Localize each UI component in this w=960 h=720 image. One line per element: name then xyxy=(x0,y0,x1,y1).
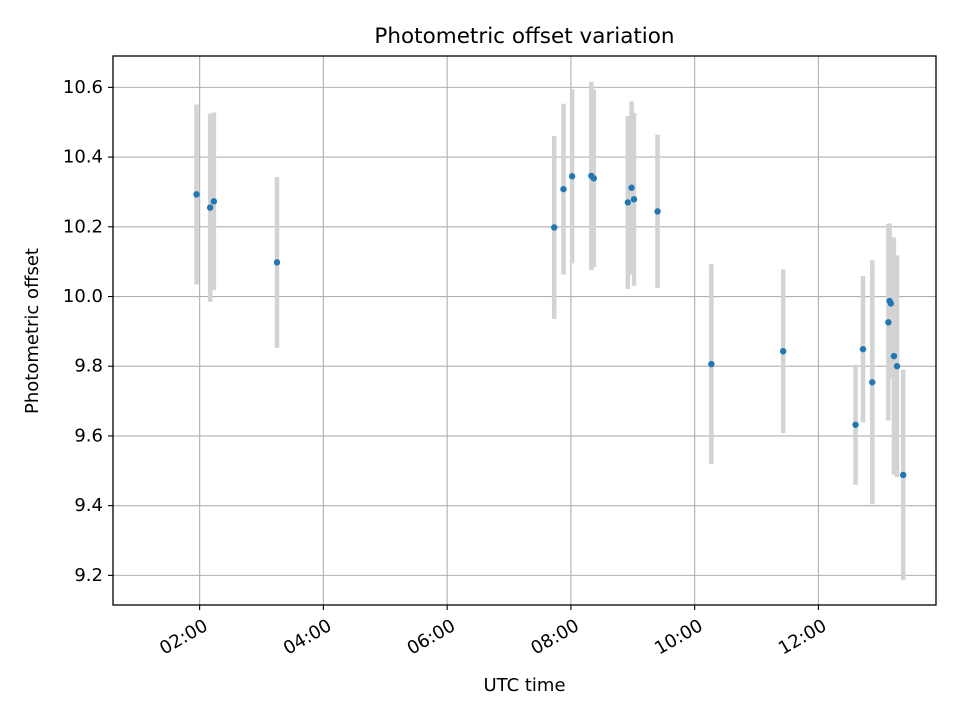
data-point xyxy=(551,224,558,231)
data-point xyxy=(630,196,638,203)
y-tick-label: 10.6 xyxy=(63,77,103,98)
data-point xyxy=(859,345,867,353)
y-tick-label: 10.2 xyxy=(63,216,103,237)
data-point xyxy=(890,352,898,360)
grid-layer xyxy=(113,56,936,605)
y-tick-label: 9.4 xyxy=(74,495,103,516)
chart-title: Photometric offset variation xyxy=(374,24,674,49)
data-point xyxy=(590,175,598,182)
data-point xyxy=(900,471,907,479)
y-tick-label: 9.6 xyxy=(74,425,103,446)
data-point xyxy=(708,360,715,368)
data-point xyxy=(852,421,859,428)
y-tick-label: 10.0 xyxy=(63,286,103,307)
data-point xyxy=(624,199,632,206)
data-point xyxy=(193,191,200,198)
y-tick-label: 9.2 xyxy=(74,565,103,586)
data-point xyxy=(893,363,901,370)
data-point xyxy=(206,204,214,211)
data-point xyxy=(885,319,892,326)
data-point xyxy=(654,208,661,215)
data-point xyxy=(779,348,787,355)
data-point xyxy=(210,198,218,205)
point-layer xyxy=(193,172,907,479)
y-tick-label: 9.8 xyxy=(74,356,103,377)
data-point xyxy=(869,379,876,386)
data-point xyxy=(560,185,567,193)
data-point xyxy=(568,173,576,180)
plot-frame xyxy=(112,55,937,606)
data-point xyxy=(628,184,635,191)
data-point xyxy=(273,259,281,266)
data-point xyxy=(887,300,895,307)
x-axis-title: UTC time xyxy=(483,675,565,696)
y-axis-title: Photometric offset xyxy=(22,248,43,414)
y-tick-label: 10.4 xyxy=(63,147,103,168)
